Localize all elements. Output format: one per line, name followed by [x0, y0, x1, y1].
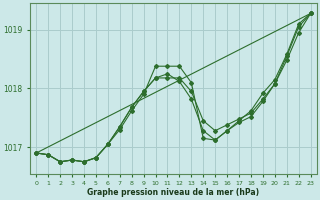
X-axis label: Graphe pression niveau de la mer (hPa): Graphe pression niveau de la mer (hPa)	[87, 188, 260, 197]
